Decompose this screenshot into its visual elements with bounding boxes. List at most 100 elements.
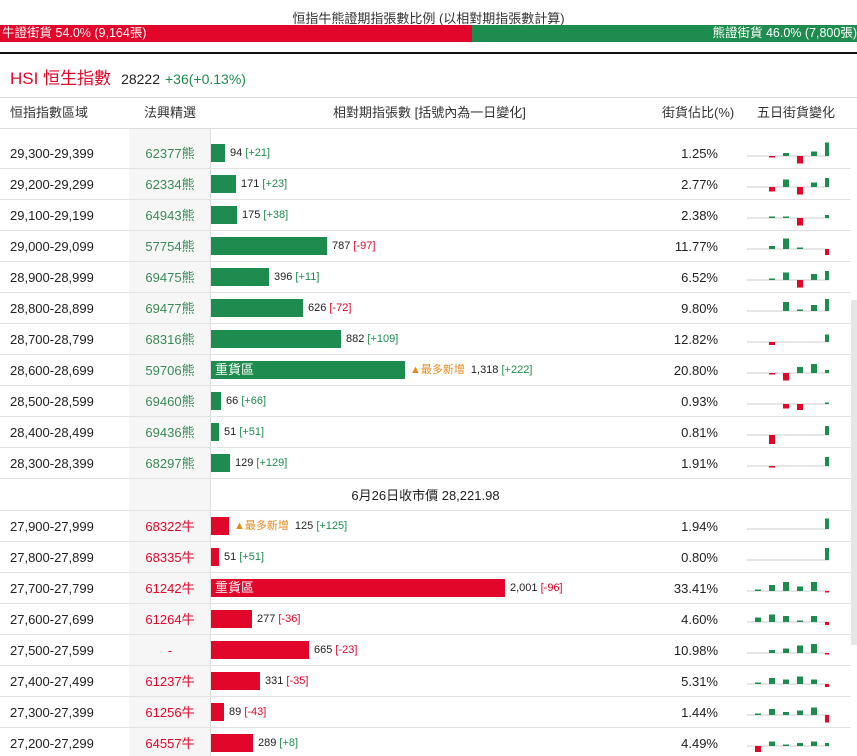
sparkline-bar: [825, 684, 829, 687]
sparkline-bar: [783, 616, 789, 622]
issuer-link[interactable]: 64557牛: [145, 736, 195, 751]
sparkline-bar: [769, 246, 775, 249]
five-day-sparkline: [747, 676, 829, 687]
most-new-indicator: ▲最多新增: [234, 520, 289, 532]
daily-change: [+8]: [279, 737, 299, 749]
contracts-value: 66: [226, 395, 239, 407]
issuer-link[interactable]: 61242牛: [145, 581, 195, 596]
contracts-value: 396: [274, 271, 293, 283]
pct-cell: 5.31%: [681, 674, 718, 689]
daily-change: [-72]: [329, 302, 352, 314]
distribution-bar: [211, 517, 229, 535]
sparkline-bar: [811, 151, 817, 156]
sparkline-bar: [825, 743, 829, 746]
issuer-link[interactable]: 61264牛: [145, 612, 195, 627]
sparkline-bar: [825, 249, 829, 255]
five-day-sparkline: [747, 582, 829, 593]
range-cell: 27,900-27,999: [10, 519, 94, 534]
column-header-five-day: 五日街貨變化: [757, 105, 836, 120]
issuer-link[interactable]: 62377熊: [145, 146, 195, 161]
heavy-zone-tag: 重貨區: [215, 580, 255, 595]
bar-info: ▲最多新增 125 [+125]: [234, 511, 347, 542]
issuer-link[interactable]: 62334熊: [145, 177, 195, 192]
issuer-link[interactable]: 69477熊: [145, 301, 195, 316]
index-name[interactable]: HSI 恒生指數: [10, 69, 112, 88]
sparkline-bar: [825, 518, 829, 529]
issuer-link[interactable]: 69436熊: [145, 425, 195, 440]
five-day-sparkline: [747, 238, 829, 255]
five-day-sparkline: [747, 518, 829, 530]
range-cell: 29,300-29,399: [10, 146, 94, 161]
issuer-link[interactable]: 64943熊: [145, 208, 195, 223]
issuer-column-background: [129, 129, 211, 756]
sparkline-bar: [769, 187, 775, 192]
issuer-link[interactable]: 69460熊: [145, 394, 195, 409]
five-day-sparkline: [747, 741, 829, 752]
column-header-range: 恒指指數區域: [10, 105, 89, 120]
table-row: 28,700-28,799 68316熊 882 [+109] 12.82%: [0, 324, 851, 355]
bar-info: 396 [+11]: [274, 262, 319, 293]
sparkline-bar: [825, 178, 829, 187]
issuer-link[interactable]: 61237牛: [145, 674, 195, 689]
five-day-sparkline: [747, 364, 829, 381]
pct-cell: 1.25%: [681, 146, 718, 161]
issuer-link[interactable]: 68322牛: [145, 519, 195, 534]
table-row: 27,500-27,599 - 665 [-23] 10.98%: [0, 635, 851, 666]
bar-info: 89 [-43]: [229, 697, 266, 728]
pct-cell: 6.52%: [681, 270, 718, 285]
issuer-link[interactable]: 57754熊: [145, 239, 195, 254]
sparkline-bar: [797, 676, 803, 684]
issuer-link[interactable]: 61256牛: [145, 705, 195, 720]
sparkline-bar: [797, 710, 803, 715]
sparkline-bar: [783, 582, 789, 591]
sparkline-bar: [797, 156, 803, 164]
daily-change: [-43]: [244, 706, 267, 718]
sparkline-bar: [797, 280, 803, 288]
sparkline-bar: [825, 548, 829, 560]
bar-info: 171 [+23]: [241, 169, 287, 200]
five-day-sparkline: [747, 707, 829, 723]
distribution-bar: [211, 268, 269, 286]
distribution-bar: [211, 206, 237, 224]
pct-cell: 12.82%: [673, 332, 718, 347]
sparkline-bar: [797, 367, 803, 373]
issuer-link[interactable]: 69475熊: [145, 270, 195, 285]
issuer-link[interactable]: 68316熊: [145, 332, 195, 347]
distribution-bar: [211, 610, 252, 628]
table-row: 28,500-28,599 69460熊 66 [+66] 0.93%: [0, 386, 851, 417]
range-cell: 29,100-29,199: [10, 208, 94, 223]
five-day-sparkline: [747, 426, 829, 444]
table-row: 27,700-27,799 61242牛 重貨區 2,001 [-96] 33.41%: [0, 573, 851, 604]
daily-change: [+38]: [263, 209, 289, 221]
sparkline-bar: [783, 302, 789, 311]
sparkline-bar: [769, 709, 775, 715]
sparkline-bar: [755, 682, 761, 684]
issuer-link[interactable]: -: [167, 643, 173, 658]
issuer-link[interactable]: 59706熊: [145, 363, 195, 378]
bull-ratio-segment: 牛證街貨 54.0% (9,164張): [0, 25, 473, 42]
range-cell: 29,200-29,299: [10, 177, 94, 192]
bear-ratio-segment: 熊證街貨 46.0% (7,800張): [472, 25, 857, 42]
contracts-value: 89: [229, 706, 242, 718]
sparkline-bar: [797, 247, 803, 249]
pct-cell: 1.94%: [681, 519, 718, 534]
range-cell: 28,800-28,899: [10, 301, 94, 316]
distribution-bar: [211, 703, 224, 721]
five-day-sparkline: [747, 215, 829, 226]
daily-change: [+125]: [316, 520, 348, 532]
sparkline-bar: [825, 653, 829, 655]
column-header-issuer[interactable]: 法興精選: [144, 105, 197, 120]
issuer-link[interactable]: 68297熊: [145, 456, 195, 471]
issuer-link[interactable]: 68335牛: [145, 550, 195, 565]
pct-cell: 9.80%: [681, 301, 718, 316]
pct-cell: 0.81%: [681, 425, 718, 440]
bar-info: 66 [+66]: [226, 386, 266, 417]
pct-cell: 0.93%: [681, 394, 718, 409]
sparkline-bar: [769, 342, 775, 345]
contracts-value: 125: [294, 520, 314, 532]
sparkline-bar: [825, 426, 829, 435]
daily-change: [+66]: [241, 395, 267, 407]
scrollbar[interactable]: [851, 300, 857, 645]
sparkline-bar: [811, 582, 817, 591]
sparkline-bar: [755, 589, 761, 591]
